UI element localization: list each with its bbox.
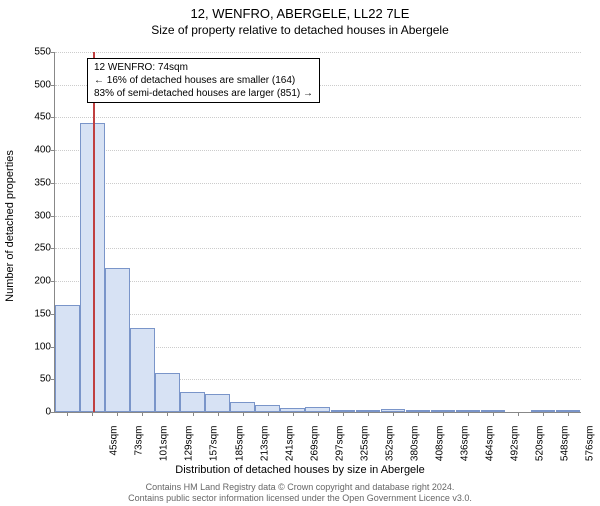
gridline (55, 117, 581, 118)
histogram-bar (130, 328, 155, 412)
y-tick-label: 50 (11, 374, 51, 385)
histogram-bar (205, 394, 230, 412)
y-tick-label: 0 (11, 407, 51, 418)
x-tick (368, 412, 369, 416)
y-tick-label: 500 (11, 79, 51, 90)
y-tick-label: 300 (11, 210, 51, 221)
histogram-bar (230, 402, 255, 412)
x-tick (568, 412, 569, 416)
annotation-box: 12 WENFRO: 74sqm← 16% of detached houses… (87, 58, 320, 103)
y-tick (51, 52, 55, 53)
x-tick (468, 412, 469, 416)
y-tick-label: 200 (11, 276, 51, 287)
x-tick (218, 412, 219, 416)
histogram-bar (105, 268, 130, 412)
property-marker-line (93, 52, 95, 412)
y-tick-label: 550 (11, 47, 51, 58)
annotation-line: 83% of semi-detached houses are larger (… (94, 87, 313, 100)
footer-line-2: Contains public sector information licen… (0, 493, 600, 504)
x-tick (443, 412, 444, 416)
annotation-line: 12 WENFRO: 74sqm (94, 61, 313, 74)
chart-subtitle: Size of property relative to detached ho… (0, 23, 600, 37)
x-tick (142, 412, 143, 416)
x-tick (318, 412, 319, 416)
x-tick (117, 412, 118, 416)
x-tick (418, 412, 419, 416)
x-tick (92, 412, 93, 416)
y-tick-label: 400 (11, 145, 51, 156)
gridline (55, 183, 581, 184)
x-tick (193, 412, 194, 416)
page-title: 12, WENFRO, ABERGELE, LL22 7LE (0, 6, 600, 21)
x-tick (393, 412, 394, 416)
x-tick (343, 412, 344, 416)
x-tick (293, 412, 294, 416)
gridline (55, 52, 581, 53)
histogram-bar (55, 305, 80, 412)
histogram-bar (180, 392, 205, 412)
y-tick (51, 117, 55, 118)
y-tick-label: 100 (11, 341, 51, 352)
histogram-bar (155, 373, 180, 412)
y-tick-label: 350 (11, 177, 51, 188)
gridline (55, 248, 581, 249)
footer-line-1: Contains HM Land Registry data © Crown c… (0, 482, 600, 493)
gridline (55, 281, 581, 282)
x-tick (268, 412, 269, 416)
plot-area: 05010015020025030035040045050055045sqm73… (54, 52, 581, 413)
footer-attribution: Contains HM Land Registry data © Crown c… (0, 482, 600, 505)
y-tick-label: 250 (11, 243, 51, 254)
annotation-line: ← 16% of detached houses are smaller (16… (94, 74, 313, 87)
y-tick (51, 216, 55, 217)
x-tick (518, 412, 519, 416)
y-tick (51, 248, 55, 249)
y-tick (51, 85, 55, 86)
y-tick (51, 183, 55, 184)
x-tick (67, 412, 68, 416)
gridline (55, 314, 581, 315)
x-tick (543, 412, 544, 416)
y-tick (51, 412, 55, 413)
chart-area: 05010015020025030035040045050055045sqm73… (54, 52, 580, 412)
y-tick-label: 150 (11, 308, 51, 319)
x-tick (493, 412, 494, 416)
x-tick (243, 412, 244, 416)
y-tick (51, 150, 55, 151)
y-tick-label: 450 (11, 112, 51, 123)
y-tick (51, 281, 55, 282)
x-axis-label: Distribution of detached houses by size … (0, 464, 600, 476)
x-tick (167, 412, 168, 416)
gridline (55, 216, 581, 217)
gridline (55, 150, 581, 151)
